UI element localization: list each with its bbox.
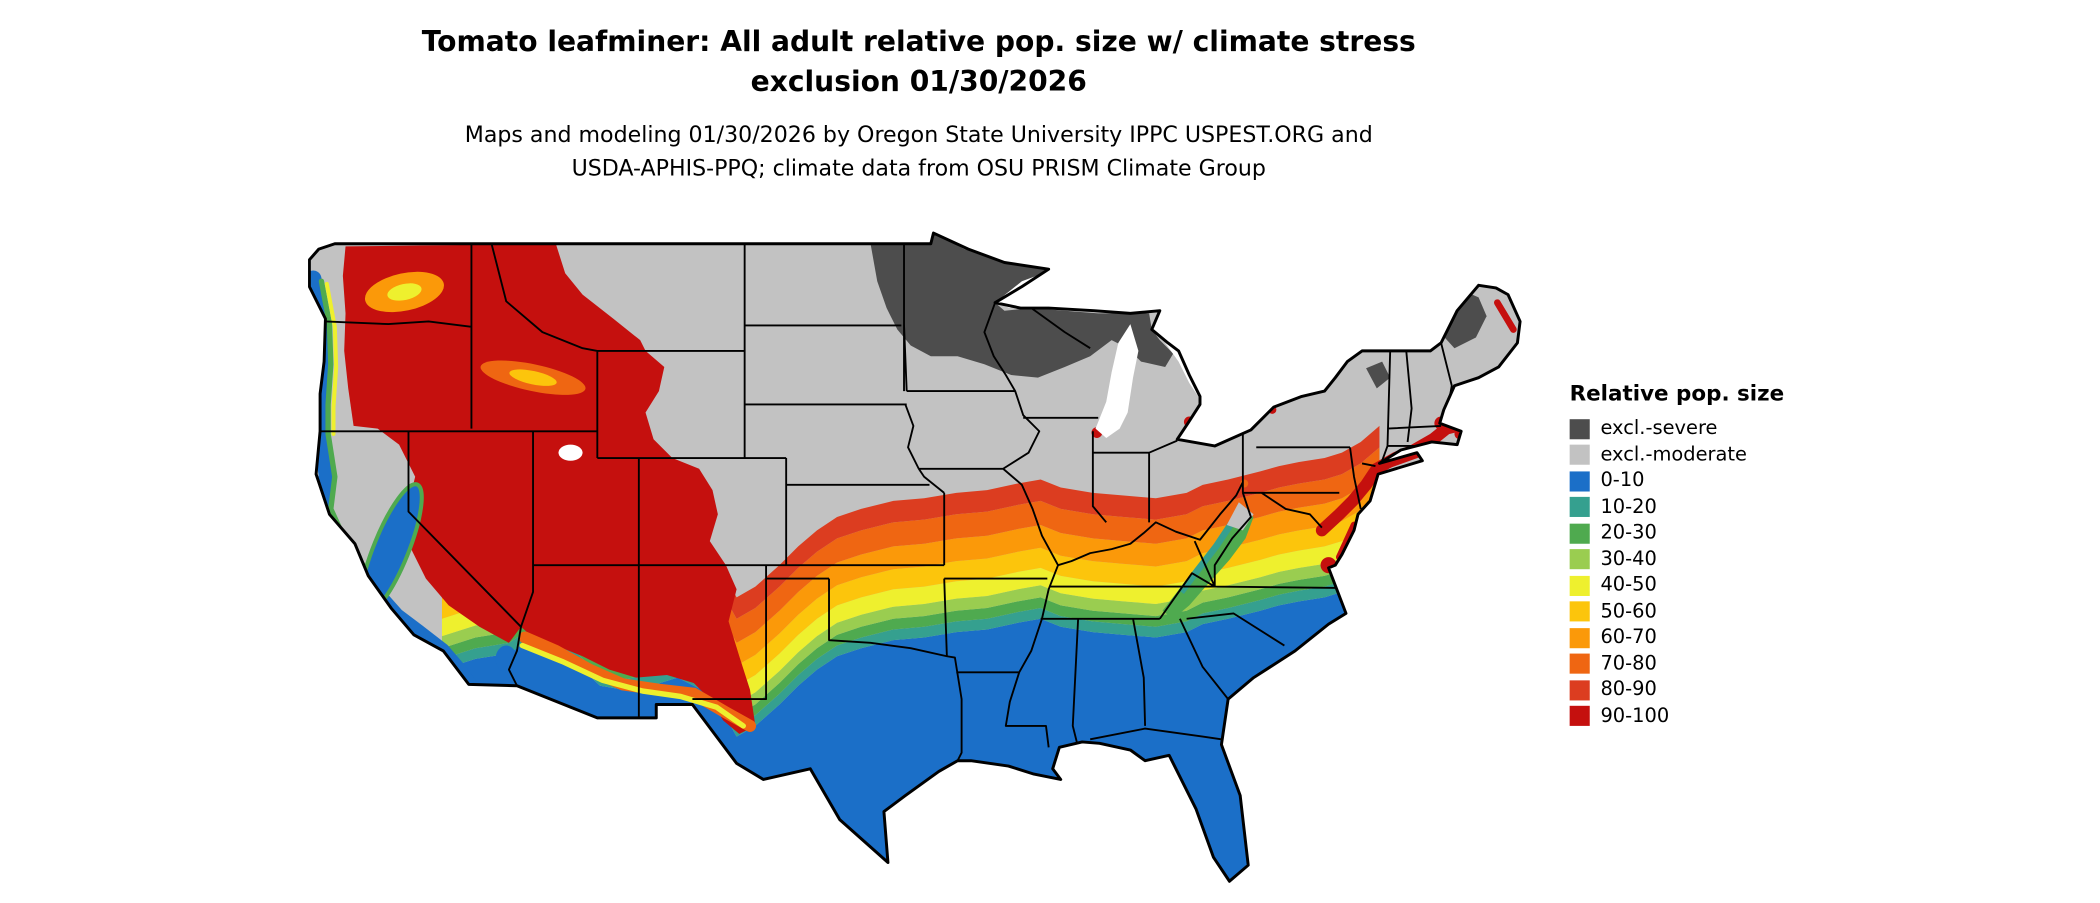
legend-swatch bbox=[1569, 496, 1590, 517]
legend-swatch bbox=[1569, 705, 1590, 726]
map-region-snake-plain-core bbox=[509, 369, 557, 386]
legend-item: 70-80 bbox=[1569, 652, 1784, 675]
page-title: Tomato leafminer: All adult relative pop… bbox=[0, 21, 1838, 103]
title-line1: Tomato leafminer: All adult relative pop… bbox=[421, 25, 1416, 58]
map-region-pacific-coast-yellow bbox=[324, 281, 339, 436]
subtitle-line2: USDA-APHIS-PPQ; climate data from OSU PR… bbox=[571, 154, 1266, 181]
legend-swatch bbox=[1569, 444, 1590, 465]
legend-item: 80-90 bbox=[1569, 679, 1784, 701]
legend-swatch bbox=[1569, 653, 1590, 674]
legend-label: 0-10 bbox=[1600, 470, 1645, 492]
legend-label: 30-40 bbox=[1600, 548, 1657, 570]
legend-label: 70-80 bbox=[1600, 652, 1657, 675]
legend-items: excl.-severe excl.-moderate 0-10 10-20 20-30… bbox=[1569, 417, 1784, 727]
legend-item: 60-70 bbox=[1569, 626, 1784, 649]
legend-item: 50-60 bbox=[1569, 600, 1784, 623]
us-outline bbox=[307, 231, 1522, 883]
state-borders bbox=[320, 243, 1453, 762]
legend-swatch bbox=[1569, 418, 1590, 439]
legend-label: excl.-moderate bbox=[1600, 443, 1747, 466]
legend-swatch bbox=[1569, 679, 1590, 700]
legend-item: 0-10 bbox=[1569, 470, 1784, 492]
legend-item: 40-50 bbox=[1569, 574, 1784, 596]
legend-item: 20-30 bbox=[1569, 522, 1784, 544]
legend-swatch bbox=[1569, 601, 1590, 622]
map-region-excl-severe-adirondack bbox=[1366, 361, 1391, 389]
us-map-container bbox=[307, 228, 1527, 898]
map-region-west-red bbox=[342, 243, 756, 734]
map-region-columbia-basin-core bbox=[387, 283, 422, 301]
map-region-appalachia-gray bbox=[1226, 502, 1254, 531]
map-region-excl-severe-upper-midwest bbox=[870, 233, 1174, 378]
map-region-northeast-corridor bbox=[1315, 419, 1464, 537]
legend-item: excl.-moderate bbox=[1569, 443, 1784, 466]
lake-michigan bbox=[1095, 324, 1139, 438]
legend-swatch bbox=[1569, 627, 1590, 648]
legend-label: 40-50 bbox=[1600, 574, 1657, 596]
legend-label: 90-100 bbox=[1600, 705, 1670, 727]
map-region-southwest-yellow-fringe bbox=[519, 642, 746, 729]
legend-title: Relative pop. size bbox=[1569, 380, 1785, 406]
page-subtitle: Maps and modeling 01/30/2026 by Oregon S… bbox=[0, 119, 1838, 185]
legend-label: 60-70 bbox=[1600, 626, 1657, 649]
title-line2: exclusion 01/30/2026 bbox=[750, 66, 1087, 99]
legend-swatch bbox=[1569, 549, 1590, 570]
legend-item: 10-20 bbox=[1569, 496, 1784, 518]
map-header: Tomato leafminer: All adult relative pop… bbox=[0, 21, 1838, 185]
legend-label: 20-30 bbox=[1600, 522, 1657, 544]
legend-label: 50-60 bbox=[1600, 600, 1657, 623]
legend-item: excl.-severe bbox=[1569, 417, 1784, 440]
legend-item: 90-100 bbox=[1569, 705, 1784, 727]
subtitle-line1: Maps and modeling 01/30/2026 by Oregon S… bbox=[464, 121, 1373, 148]
map-region-long-island bbox=[1376, 452, 1420, 472]
us-map bbox=[307, 231, 1522, 883]
legend-label: 80-90 bbox=[1600, 679, 1657, 701]
map-region-appalachia-teal bbox=[1178, 520, 1235, 594]
legend-swatch bbox=[1569, 522, 1590, 544]
legend-label: 10-20 bbox=[1600, 496, 1657, 518]
legend-label: excl.-severe bbox=[1600, 417, 1718, 440]
legend-item: 30-40 bbox=[1569, 548, 1784, 570]
legend-swatch bbox=[1569, 470, 1590, 491]
legend-swatch bbox=[1569, 575, 1590, 596]
great-salt-lake bbox=[558, 444, 583, 461]
map-region-maine-coast-red bbox=[1493, 299, 1517, 333]
legend: Relative pop. size excl.-severe excl.-mod… bbox=[1569, 380, 1785, 731]
